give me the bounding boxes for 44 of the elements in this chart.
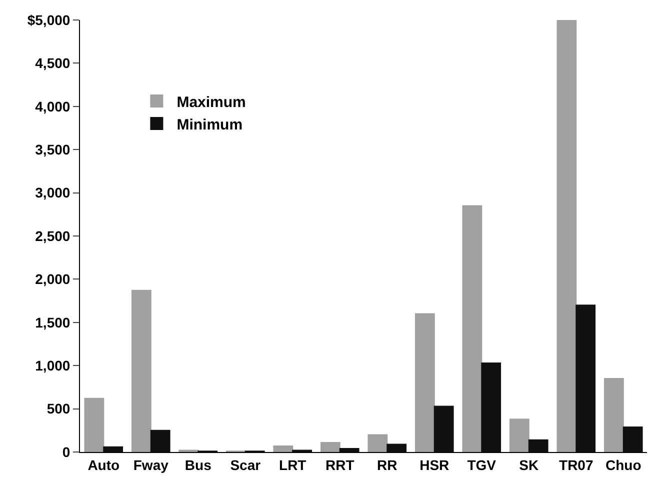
bar — [320, 442, 340, 452]
x-tick-label: Auto — [88, 456, 120, 473]
bar — [462, 205, 482, 452]
bar — [339, 448, 360, 452]
x-tick-label: TGV — [467, 456, 497, 473]
y-tick-label: 0 — [62, 444, 70, 460]
y-tick-label: 3,000 — [35, 184, 70, 201]
bar — [556, 20, 577, 452]
x-tick-label: RRT — [325, 456, 355, 473]
bar — [528, 439, 548, 452]
bar — [150, 430, 170, 452]
bar — [131, 290, 152, 452]
legend-label: Maximum — [176, 94, 246, 111]
bar — [103, 446, 124, 452]
x-tick-label: TR07 — [559, 456, 594, 473]
y-tick-label: 4,500 — [35, 55, 70, 72]
y-tick-label: 2,000 — [35, 271, 70, 288]
bar — [368, 434, 388, 452]
y-tick-label: 1,500 — [35, 314, 70, 330]
y-tick-label: 3,500 — [35, 142, 70, 158]
bar — [576, 304, 596, 452]
bar — [386, 444, 407, 452]
x-tick-label: Fway — [133, 456, 169, 473]
bar — [84, 398, 104, 452]
bar — [273, 445, 294, 452]
x-tick-label: RR — [377, 456, 398, 473]
y-tick-label: 4,000 — [35, 98, 70, 114]
x-tick-label: Chuo — [605, 456, 642, 473]
bar — [622, 426, 643, 452]
y-tick-label: 500 — [46, 400, 70, 417]
y-tick-label: $5,000 — [27, 12, 70, 28]
x-tick-label: LRT — [279, 456, 307, 473]
bar — [434, 406, 454, 452]
bar — [481, 362, 502, 452]
x-tick-label: SK — [519, 456, 539, 473]
x-tick-label: Bus — [184, 456, 212, 473]
bar — [414, 313, 435, 452]
y-tick-label: 1,000 — [35, 358, 70, 374]
y-tick-label: 2,500 — [35, 228, 70, 244]
x-tick-label: Scar — [230, 456, 262, 473]
legend-label: Minimum — [176, 116, 243, 134]
x-tick-label: HSR — [420, 456, 450, 473]
bar — [509, 418, 530, 452]
bar — [604, 378, 624, 452]
